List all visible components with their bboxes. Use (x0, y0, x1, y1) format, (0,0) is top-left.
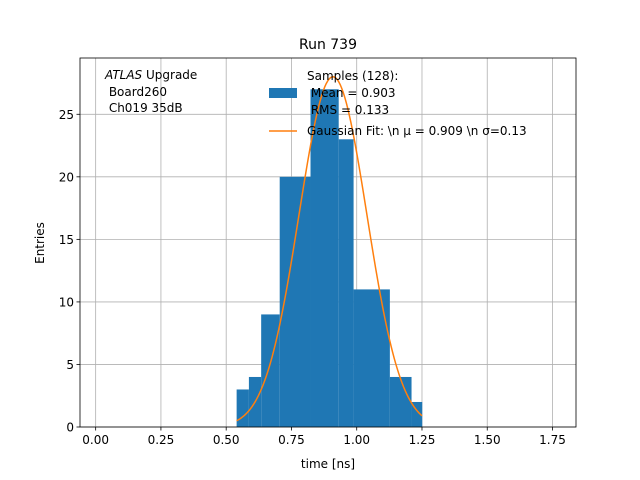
histogram-bars (236, 89, 423, 428)
x-axis-label: time [ns] (301, 457, 355, 471)
legend-fit-label: Gaussian Fit: \n μ = 0.909 \n σ=0.13 (307, 124, 527, 138)
histogram-bar (338, 139, 354, 427)
y-axis-label: Entries (33, 222, 47, 264)
svg-text:ATLAS Upgrade: ATLAS Upgrade (104, 68, 197, 82)
chart-title: Run 739 (299, 37, 357, 53)
x-tick-label: 0.50 (213, 433, 240, 447)
atlas-label: ATLAS (104, 68, 143, 82)
legend: Samples (128): Mean = 0.903 RMS = 0.133 … (269, 69, 527, 138)
x-tick-label: 1.00 (343, 433, 370, 447)
histogram-bar (411, 401, 423, 427)
upgrade-label: Upgrade (142, 68, 197, 82)
y-tick-label: 25 (59, 108, 74, 122)
x-tick-label: 0.75 (278, 433, 305, 447)
histogram-bar (389, 376, 412, 427)
x-tick-label: 1.50 (474, 433, 501, 447)
x-tick-label: 1.75 (539, 433, 566, 447)
histogram-bar (236, 389, 249, 427)
y-tick-label: 5 (66, 358, 74, 372)
histogram-bar (353, 289, 390, 427)
gaussian-fit-curve (236, 76, 423, 422)
atlas-annotation: ATLAS Upgrade Board260 Ch019 35dB (104, 68, 197, 115)
x-tick-label: 0.00 (82, 433, 109, 447)
board-label: Board260 (105, 85, 167, 99)
legend-histogram-swatch (269, 88, 297, 98)
x-tick-label: 1.25 (409, 433, 436, 447)
legend-hist-line-3: RMS = 0.133 (307, 103, 389, 117)
y-tick-label: 20 (59, 170, 74, 184)
x-axis-ticks: 0.00 0.25 0.50 0.75 1.00 1.25 1.50 1.75 (82, 427, 566, 447)
y-tick-label: 10 (59, 295, 74, 309)
y-tick-label: 0 (66, 421, 74, 435)
histogram-bar (261, 314, 280, 427)
plot-frame (79, 57, 577, 428)
y-axis-ticks: 0 5 10 15 20 25 (59, 108, 80, 435)
histogram-bar (310, 89, 339, 428)
legend-hist-line-2: Mean = 0.903 (307, 86, 396, 100)
x-tick-label: 0.25 (148, 433, 175, 447)
y-tick-label: 15 (59, 233, 74, 247)
channel-label: Ch019 35dB (105, 101, 183, 115)
legend-hist-line-1: Samples (128): (307, 69, 398, 83)
